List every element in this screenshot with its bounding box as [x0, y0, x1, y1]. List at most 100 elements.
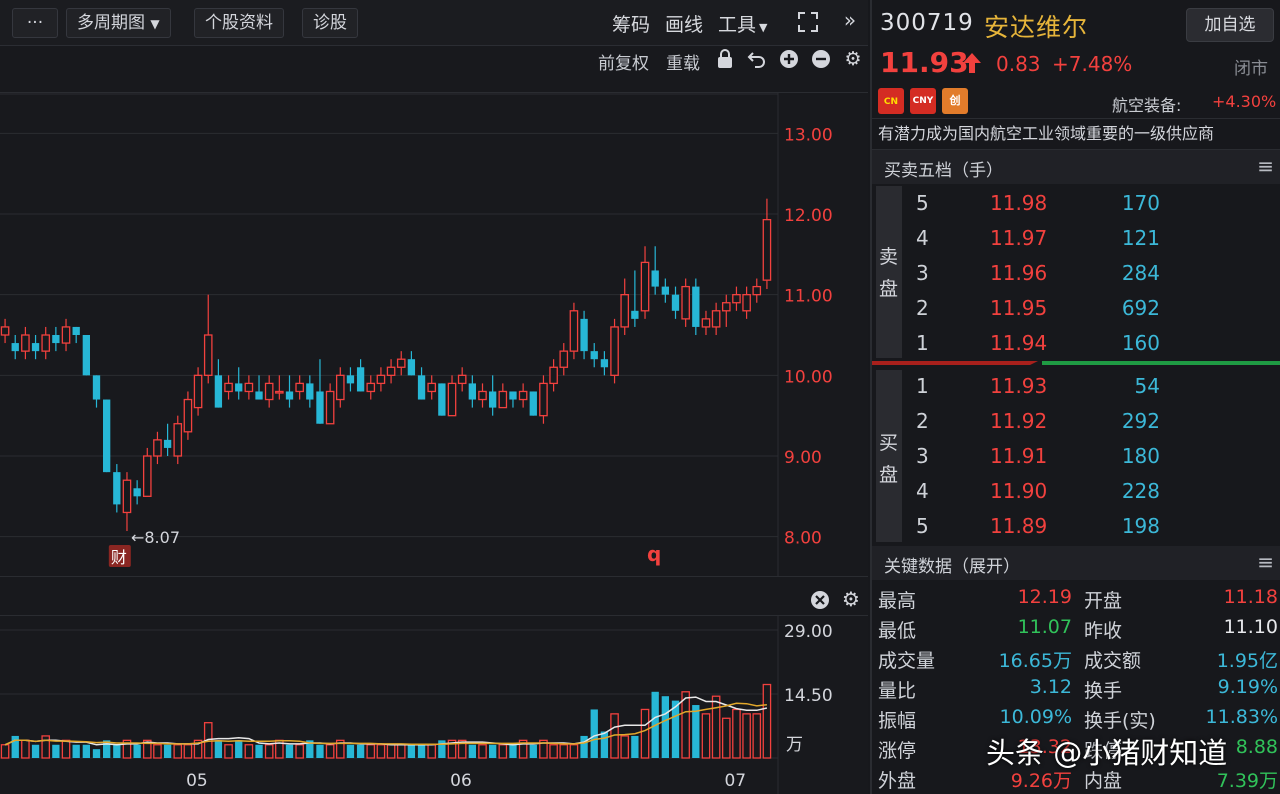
sell-label-char: 卖: [879, 246, 899, 268]
orderbook-row[interactable]: 1 11.93 54: [872, 369, 1280, 403]
volume-bar: [671, 700, 680, 758]
keydata-value: 1.95亿: [1216, 650, 1278, 672]
candle-body: [306, 383, 314, 400]
volume-bar: [569, 744, 579, 759]
zoom-in-icon[interactable]: [778, 49, 800, 71]
candle-body: [295, 382, 304, 393]
orderbook-header: 买卖五档（手） ≡: [872, 150, 1280, 184]
candle-body: [752, 285, 762, 296]
orderbook-row[interactable]: 5 11.98 170: [872, 186, 1280, 220]
sell-label-char: 盘: [879, 278, 899, 300]
sector-change: +4.30%: [1212, 92, 1277, 111]
keydata-value: 11.07: [1017, 616, 1072, 638]
volume-bar: [193, 739, 203, 759]
candle-body: [133, 488, 141, 497]
order-qty: 292: [1121, 409, 1160, 433]
stock-name: 安达维尔: [984, 13, 1089, 42]
chips-button[interactable]: 筹码: [612, 14, 651, 36]
volume-bar: [468, 744, 476, 758]
menu-icon[interactable]: ≡: [1257, 550, 1274, 574]
volume-bar: [732, 708, 741, 759]
keydata-label: 开盘: [1084, 590, 1123, 612]
tools-dropdown[interactable]: 工具 ▼: [718, 10, 767, 37]
watermark: 头条 @小猪财知道: [986, 736, 1228, 770]
candle-body: [610, 326, 619, 376]
candle-body: [325, 390, 335, 425]
lock-icon[interactable]: [714, 49, 736, 71]
volume-bar: [661, 696, 669, 758]
volume-bar: [478, 744, 487, 759]
candlestick-chart[interactable]: 13.00 12.00 11.00 10.00 9.00 8.00 ←8.07 财 q: [0, 92, 868, 577]
arrow-up-icon: [962, 52, 982, 80]
candle-body: [142, 455, 152, 497]
candle-body: [31, 343, 40, 352]
diagnose-button[interactable]: 诊股: [302, 8, 358, 38]
order-qty: 121: [1121, 226, 1160, 250]
orderbook-row[interactable]: 4 11.90 228: [872, 474, 1280, 508]
volume-bar: [427, 744, 437, 759]
volume-bar: [529, 744, 537, 758]
volume-tick-label: 29.00: [784, 622, 833, 642]
volume-bar: [590, 709, 598, 758]
orderbook-row[interactable]: 5 11.89 198: [872, 509, 1280, 543]
keydata-header: 关键数据（展开） ≡: [872, 546, 1280, 580]
candle-body: [346, 375, 355, 384]
menu-icon[interactable]: ≡: [1257, 154, 1274, 178]
orderbook-row[interactable]: 2 11.95 692: [872, 291, 1280, 325]
more-button[interactable]: ···: [12, 8, 58, 38]
flag-cn-label: CN: [883, 97, 899, 107]
double-chevron-right-icon[interactable]: »: [843, 8, 857, 32]
candle-body: [203, 334, 213, 376]
orderbook-row[interactable]: 3 11.96 284: [872, 256, 1280, 290]
candle-body: [396, 358, 406, 368]
sector-label[interactable]: 航空装备:: [1112, 96, 1182, 115]
order-level: 1: [916, 374, 929, 398]
stock-info-button[interactable]: 个股资料: [194, 8, 284, 38]
volume-bar: [509, 744, 517, 758]
add-watchlist-button[interactable]: 加自选: [1186, 8, 1274, 42]
orderbook-row[interactable]: 1 11.94 160: [872, 326, 1280, 360]
gear-icon[interactable]: ⚙: [842, 587, 860, 611]
reload-button[interactable]: 重载: [666, 54, 700, 74]
orderbook-row[interactable]: 2 11.92 292: [872, 404, 1280, 438]
keydata-label: 换手(实): [1084, 710, 1156, 732]
draw-line-button[interactable]: 画线: [665, 14, 704, 36]
candle-body: [275, 390, 284, 394]
adjust-mode-button[interactable]: 前复权: [598, 54, 649, 74]
volume-bar: [407, 744, 416, 758]
keydata-label: 昨收: [1084, 620, 1123, 642]
volume-bar: [762, 683, 772, 759]
volume-bar: [264, 744, 274, 759]
orderbook-row[interactable]: 4 11.97 121: [872, 221, 1280, 255]
volume-bar: [92, 749, 101, 758]
order-price: 11.91: [990, 444, 1048, 468]
multi-period-dropdown[interactable]: 多周期图 ▼: [66, 8, 171, 38]
candle-body: [244, 382, 254, 393]
market-status: 闭市: [1234, 59, 1268, 79]
volume-bar: [457, 739, 467, 759]
volume-bar: [11, 735, 19, 758]
undo-icon[interactable]: [746, 49, 768, 71]
volume-bar: [692, 705, 700, 758]
volume-bar: [631, 735, 639, 758]
keydata-value: 11.10: [1223, 616, 1278, 638]
candle-body: [457, 374, 467, 385]
chart-toolbar: ··· 多周期图 ▼ 个股资料 诊股 筹码 画线 工具 ▼ »: [0, 0, 868, 46]
volume-chart[interactable]: 29.00 14.50 万 05 06 07: [0, 616, 868, 794]
volume-bar: [580, 735, 588, 758]
candle-body: [113, 472, 121, 505]
order-price: 11.95: [990, 296, 1048, 320]
flag-cny-label: CNY: [912, 96, 934, 106]
expand-icon[interactable]: [795, 10, 821, 39]
zoom-out-icon[interactable]: [810, 49, 832, 71]
close-circle-icon[interactable]: [810, 590, 830, 614]
gear-icon[interactable]: ⚙: [844, 48, 862, 70]
price-tick-label: 13.00: [784, 125, 833, 145]
keydata-row: 最低 11.07 昨收 11.10: [872, 612, 1280, 642]
candle-body: [732, 294, 741, 304]
keydata-title[interactable]: 关键数据（展开）: [884, 557, 1020, 577]
orderbook-row[interactable]: 3 11.91 180: [872, 439, 1280, 473]
volume-bar: [255, 744, 263, 758]
price-tick-label: 12.00: [784, 206, 833, 226]
volume-bar: [21, 739, 30, 759]
